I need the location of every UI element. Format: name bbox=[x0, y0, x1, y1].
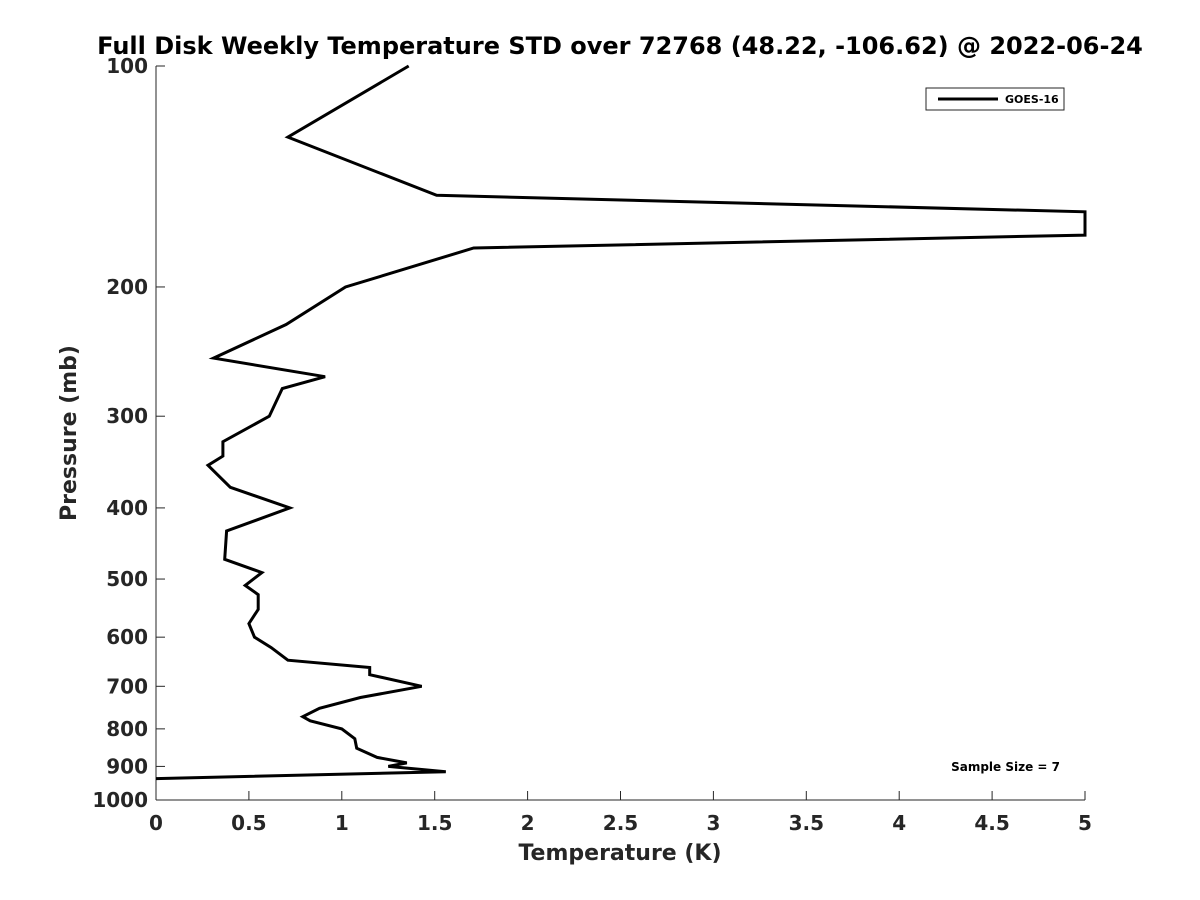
chart-title: Full Disk Weekly Temperature STD over 72… bbox=[97, 32, 1143, 60]
legend-label: GOES-16 bbox=[1005, 93, 1059, 106]
x-tick-label: 3.5 bbox=[789, 811, 824, 835]
y-tick-label: 1000 bbox=[92, 788, 148, 812]
x-tick-label: 1.5 bbox=[417, 811, 452, 835]
y-axis-label: Pressure (mb) bbox=[57, 345, 82, 521]
x-tick-label: 4 bbox=[892, 811, 906, 835]
x-tick-label: 3 bbox=[706, 811, 720, 835]
x-tick-label: 2 bbox=[521, 811, 535, 835]
y-tick-label: 400 bbox=[106, 496, 148, 520]
legend: GOES-16 bbox=[925, 87, 1065, 111]
y-tick-label: 800 bbox=[106, 717, 148, 741]
y-tick-label: 900 bbox=[106, 754, 148, 778]
x-tick-label: 0.5 bbox=[231, 811, 266, 835]
x-tick-label: 5 bbox=[1078, 811, 1092, 835]
x-tick-label: 0 bbox=[149, 811, 163, 835]
x-tick-label: 1 bbox=[335, 811, 349, 835]
y-tick-label: 300 bbox=[106, 404, 148, 428]
sample-size-annotation: Sample Size = 7 bbox=[951, 760, 1060, 774]
y-tick-label: 200 bbox=[106, 275, 148, 299]
y-tick-label: 700 bbox=[106, 674, 148, 698]
x-tick-label: 4.5 bbox=[974, 811, 1009, 835]
series-layer bbox=[155, 64, 1087, 781]
x-tick-label: 2.5 bbox=[603, 811, 638, 835]
x-axis-label: Temperature (K) bbox=[518, 841, 721, 866]
axes: 0 0.5 1 1.5 2 2.5 3 3.5 4 4.5 5 100 200 300 400 500 600 7… bbox=[92, 54, 1092, 835]
y-tick-label: 100 bbox=[106, 54, 148, 78]
series-line-goes-16 bbox=[155, 64, 1087, 781]
y-tick-label: 600 bbox=[106, 625, 148, 649]
y-tick-label: 500 bbox=[106, 567, 148, 591]
